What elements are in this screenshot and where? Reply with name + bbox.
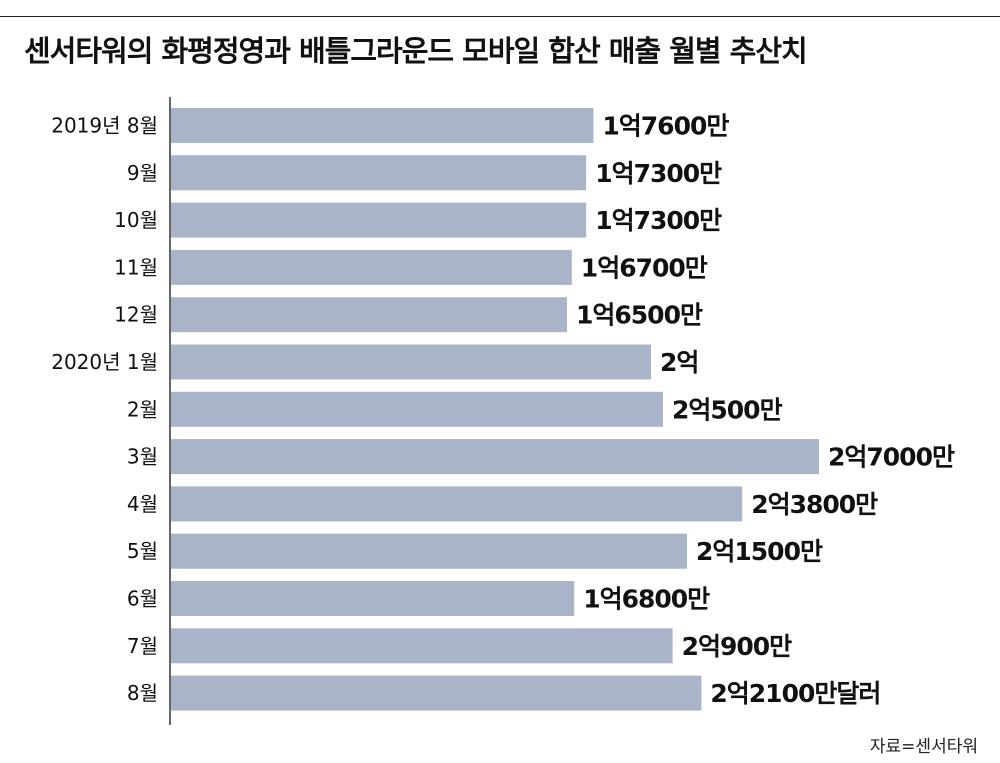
bar-value-label: 2억 <box>660 348 698 377</box>
bar-value-label: 2억900만 <box>682 632 793 661</box>
bar <box>171 249 572 285</box>
chart-title: 센서타워의 화평정영과 배틀그라운드 모바일 합산 매출 월별 추산치 <box>24 34 808 68</box>
bar-value-label: 1억7300만 <box>595 159 722 188</box>
category-tick-label: 9월 <box>127 161 158 185</box>
category-tick-label: 6월 <box>127 587 158 611</box>
category-tick-label: 7월 <box>127 634 158 658</box>
bar <box>171 675 702 711</box>
category-tick-label: 10월 <box>114 208 158 232</box>
source-note: 자료=센서타워 <box>869 737 978 757</box>
category-tick-label: 2020년 1월 <box>51 350 158 374</box>
bar-value-label: 2억3800만 <box>751 490 878 519</box>
bar-value-label: 1억6700만 <box>581 253 708 282</box>
bar <box>171 155 587 191</box>
bar-value-label: 2억7000만 <box>828 443 955 472</box>
bar-value-label: 1억7600만 <box>602 112 729 141</box>
category-tick-label: 8월 <box>127 681 158 705</box>
bar <box>171 391 663 427</box>
bar <box>171 439 819 475</box>
category-tick-label: 11월 <box>114 255 158 279</box>
bar <box>171 297 567 333</box>
category-tick-label: 3월 <box>127 445 158 469</box>
bar <box>171 202 587 238</box>
bar <box>171 581 575 616</box>
bar <box>171 533 687 569</box>
bar-value-label: 1억6500만 <box>576 301 703 330</box>
bar <box>171 108 594 143</box>
bar-value-label: 1억6800만 <box>583 585 710 614</box>
bar <box>171 486 743 522</box>
category-tick-label: 4월 <box>127 492 158 516</box>
category-tick-label: 2019년 8월 <box>51 114 158 138</box>
category-tick-label: 5월 <box>127 539 158 563</box>
category-tick-label: 2월 <box>127 397 158 421</box>
bar <box>171 344 651 380</box>
bar-value-label: 2억1500만 <box>696 537 823 566</box>
category-tick-label: 12월 <box>114 303 158 327</box>
bar-value-label: 1억7300만 <box>595 206 722 235</box>
bar-value-label: 2억2100만달러 <box>710 679 880 708</box>
bar-value-label: 2억500만 <box>672 395 783 424</box>
top-rule <box>0 16 1000 17</box>
bar <box>171 628 673 664</box>
